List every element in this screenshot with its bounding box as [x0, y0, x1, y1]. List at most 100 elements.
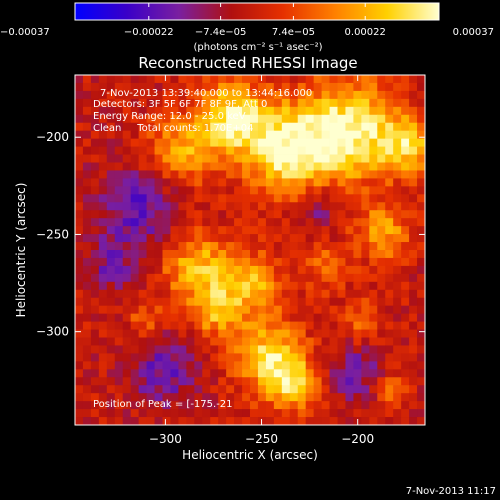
heatmap-cell: [170, 170, 179, 179]
heatmap-cell: [353, 202, 362, 211]
heatmap-cell: [162, 401, 171, 410]
heatmap-cell: [305, 321, 315, 330]
heatmap-cell: [250, 361, 259, 370]
heatmap-cell: [377, 202, 386, 211]
heatmap-cell: [353, 82, 362, 92]
heatmap-cell: [202, 170, 211, 179]
heatmap-cell: [250, 257, 259, 267]
heatmap-cell: [369, 250, 378, 259]
heatmap-cell: [98, 393, 108, 402]
heatmap-cell: [114, 329, 124, 338]
heatmap-cell: [289, 98, 299, 108]
heatmap-cell: [345, 170, 354, 179]
heatmap-cell: [202, 82, 211, 92]
heatmap-cell: [218, 353, 227, 362]
heatmap-cell: [210, 234, 219, 243]
heatmap-cell: [154, 138, 163, 147]
heatmap-cell: [257, 393, 267, 402]
heatmap-cell: [234, 122, 243, 132]
heatmap-cell: [162, 250, 171, 259]
heatmap-cell: [98, 90, 108, 100]
heatmap-cell: [130, 146, 140, 155]
heatmap-cell: [289, 393, 299, 402]
heatmap-cell: [265, 162, 275, 171]
heatmap-cell: [82, 321, 92, 330]
heatmap-cell: [162, 234, 171, 243]
heatmap-cell: [130, 130, 140, 140]
heatmap-cell: [218, 273, 227, 283]
heatmap-cell: [377, 345, 386, 354]
heatmap-cell: [265, 122, 275, 132]
heatmap-cell: [250, 329, 259, 338]
heatmap-cell: [305, 393, 315, 402]
heatmap-cell: [114, 154, 124, 163]
heatmap-cell: [114, 289, 124, 299]
heatmap-cell: [305, 154, 315, 163]
heatmap-cell: [353, 369, 362, 378]
heatmap-cell: [369, 226, 378, 235]
heatmap-cell: [257, 130, 267, 140]
heatmap-cell: [234, 377, 243, 386]
heatmap-cell: [337, 98, 346, 108]
heatmap-cell: [234, 75, 243, 84]
heatmap-cell: [234, 353, 243, 362]
heatmap-cell: [297, 417, 307, 426]
heatmap-cell: [170, 98, 179, 108]
heatmap-cell: [226, 297, 235, 307]
heatmap-cell: [257, 369, 267, 378]
heatmap-cell: [98, 146, 108, 155]
heatmap-cell: [90, 353, 100, 362]
heatmap-cell: [321, 250, 330, 259]
heatmap-cell: [257, 218, 267, 227]
heatmap-cell: [194, 242, 203, 251]
heatmap-cell: [401, 202, 410, 211]
heatmap-cell: [289, 377, 299, 386]
heatmap-cell: [321, 281, 330, 291]
heatmap-cell: [122, 281, 132, 291]
heatmap-cell: [257, 297, 267, 307]
heatmap-cell: [377, 321, 386, 330]
heatmap-cell: [361, 242, 370, 251]
heatmap-cell: [98, 154, 108, 163]
heatmap-cell: [178, 321, 187, 330]
heatmap-cell: [234, 154, 243, 163]
heatmap-cell: [90, 313, 100, 322]
heatmap-cell: [122, 305, 132, 315]
heatmap-cell: [114, 218, 124, 227]
heatmap-cell: [361, 417, 370, 426]
heatmap-cell: [321, 329, 330, 338]
heatmap-cell: [146, 345, 155, 354]
heatmap-cell: [409, 138, 418, 147]
heatmap-cell: [98, 417, 108, 426]
heatmap-cell: [417, 385, 426, 394]
heatmap-cell: [281, 297, 291, 307]
heatmap-cell: [409, 170, 418, 179]
heatmap-cell: [202, 281, 211, 291]
heatmap-cell: [226, 385, 235, 394]
heatmap-cell: [393, 393, 402, 402]
heatmap-cell: [202, 162, 211, 171]
heatmap-cell: [122, 114, 132, 124]
x-axis-ticks: −300 −250 −200: [149, 75, 374, 446]
heatmap-cell: [106, 401, 116, 410]
heatmap-cell: [170, 130, 179, 140]
heatmap-cell: [409, 385, 418, 394]
heatmap-cell: [146, 162, 155, 171]
heatmap-cell: [98, 210, 108, 219]
heatmap-cell: [82, 313, 92, 322]
heatmap-cell: [138, 122, 147, 132]
heatmap-cell: [345, 417, 354, 426]
heatmap-cell: [281, 417, 291, 426]
heatmap-cell: [369, 186, 378, 195]
heatmap-cell: [138, 210, 147, 219]
heatmap-cell: [90, 385, 100, 394]
heatmap-cell: [186, 146, 195, 155]
heatmap-cell: [82, 377, 92, 386]
heatmap-cell: [82, 178, 92, 187]
heatmap-cell: [170, 226, 179, 235]
heatmap-cell: [305, 289, 315, 299]
heatmap-cell: [353, 226, 362, 235]
heatmap-cell: [353, 281, 362, 291]
heatmap-cell: [194, 273, 203, 283]
heatmap-cell: [130, 226, 140, 235]
